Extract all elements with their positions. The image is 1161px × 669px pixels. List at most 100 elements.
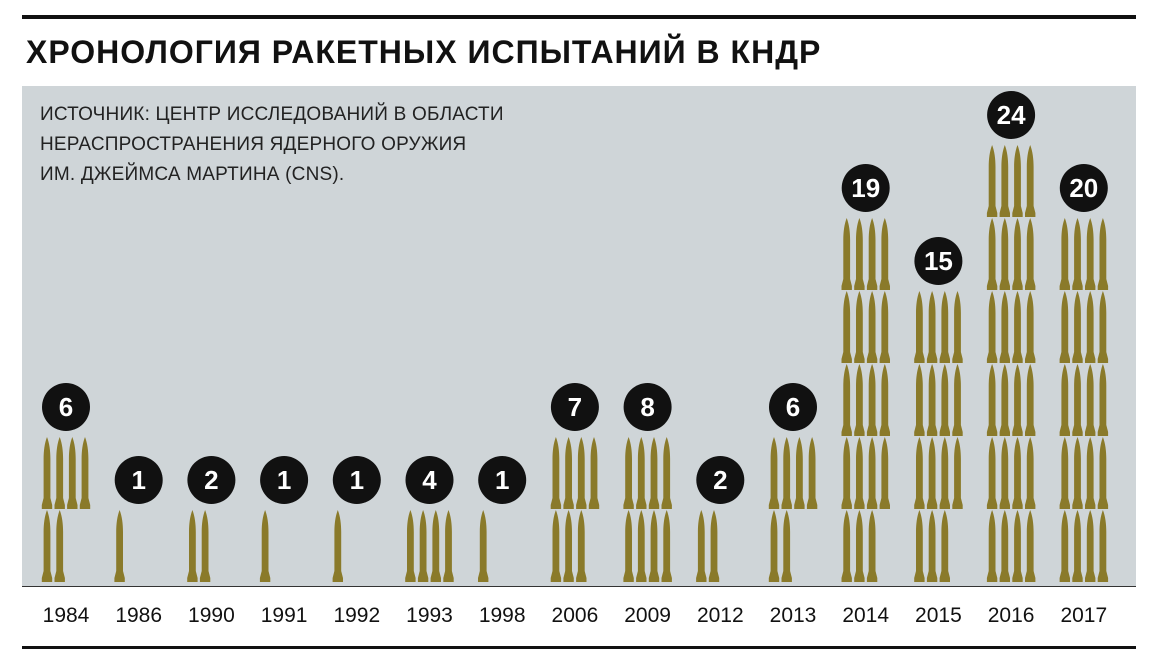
year-label: 2013 [770, 604, 817, 627]
year-label: 2012 [697, 604, 744, 627]
missile-icon [952, 364, 963, 436]
missile-icon [1059, 437, 1070, 509]
missile-icon [1085, 437, 1096, 509]
count-label: 1 [131, 465, 145, 495]
missile-icon [696, 510, 707, 582]
count-badge [405, 456, 454, 504]
missile-icon [794, 437, 805, 509]
missile-icon [806, 437, 818, 509]
missile-icon [841, 437, 852, 509]
missile-icon [914, 291, 925, 363]
missile-icon [926, 291, 938, 363]
missile-icon [478, 510, 489, 582]
missile-icon [781, 510, 792, 582]
missile-icon [1012, 291, 1023, 363]
missile-icon [999, 218, 1010, 290]
missile-icon [952, 437, 963, 509]
missile-icon [1059, 291, 1070, 363]
missile-icon [841, 218, 852, 290]
missile-icon [939, 510, 950, 582]
missile-icon [1085, 291, 1096, 363]
missile-icon [866, 364, 878, 436]
missile-icon [430, 510, 441, 582]
missile-icon [1012, 437, 1023, 509]
count-badge [114, 456, 163, 504]
count-label: 7 [568, 392, 582, 422]
missile-icon [41, 510, 53, 582]
missile-icon [879, 437, 890, 509]
missile-icon [854, 218, 865, 290]
missile-icon [914, 364, 925, 436]
missile-icon [854, 291, 865, 363]
missile-icon [841, 510, 852, 582]
year-label: 1992 [333, 604, 380, 627]
missile-icon [1025, 291, 1036, 363]
year-label: 1993 [406, 604, 453, 627]
year-label: 2017 [1060, 604, 1107, 627]
missile-icon [879, 364, 890, 436]
missile-icon [926, 437, 938, 509]
count-label: 2 [204, 465, 218, 495]
count-badge [260, 456, 309, 504]
year-label: 2009 [624, 604, 671, 627]
missile-icon [1012, 218, 1023, 290]
count-label: 24 [997, 100, 1026, 130]
missile-icon [1059, 510, 1070, 582]
missile-icon [417, 510, 429, 582]
missile-icon [1072, 437, 1083, 509]
missile-icon [926, 364, 938, 436]
missile-icon [1025, 510, 1036, 582]
count-badge [1059, 164, 1108, 212]
count-badge [478, 456, 527, 504]
missile-icon [54, 510, 65, 582]
missile-icon [1085, 218, 1096, 290]
missile-icon [1097, 218, 1109, 290]
missile-icon [768, 437, 780, 509]
missile-icon [623, 437, 634, 509]
missile-icon [986, 510, 998, 582]
missile-icon [187, 510, 198, 582]
year-label: 1986 [115, 604, 162, 627]
baseline [22, 586, 1136, 587]
bottom-rule [22, 646, 1136, 649]
missile-icon [41, 437, 53, 509]
year-label: 1998 [479, 604, 526, 627]
source-line: ИСТОЧНИК: ЦЕНТР ИССЛЕДОВАНИЙ В ОБЛАСТИ [40, 104, 504, 125]
missile-icon [67, 437, 78, 509]
missile-icon [939, 291, 950, 363]
missile-icon [939, 437, 950, 509]
year-label: 1984 [43, 604, 90, 627]
missile-icon [1097, 437, 1109, 509]
missile-icon [199, 510, 211, 582]
count-label: 8 [640, 392, 654, 422]
year-label: 2015 [915, 604, 962, 627]
missile-icon [952, 291, 963, 363]
missile-icon [879, 291, 890, 363]
year-label: 2014 [842, 604, 889, 627]
missile-icon [854, 437, 865, 509]
count-badge [187, 456, 236, 504]
missile-icon [1025, 364, 1036, 436]
missile-icon [986, 437, 998, 509]
missile-icon [1072, 364, 1083, 436]
missile-icon [114, 510, 125, 582]
missile-icon [768, 510, 780, 582]
missile-icon [841, 364, 852, 436]
missile-icon [636, 510, 647, 582]
year-label: 1991 [261, 604, 308, 627]
missile-icon [999, 437, 1010, 509]
count-badge [42, 383, 90, 431]
missile-icon [443, 510, 454, 582]
missile-icon [781, 437, 792, 509]
source-line: ИМ. ДЖЕЙМСА МАРТИНА (CNS). [40, 164, 345, 185]
missile-icon [866, 218, 878, 290]
count-badge [769, 383, 817, 431]
missile-icon [550, 437, 562, 509]
missile-icon [866, 291, 878, 363]
top-rule [22, 15, 1136, 19]
source-line: НЕРАСПРОСТРАНЕНИЯ ЯДЕРНОГО ОРУЖИЯ [40, 134, 467, 155]
missile-icon [708, 510, 720, 582]
missile-icon [1097, 291, 1109, 363]
missile-icon [999, 291, 1010, 363]
